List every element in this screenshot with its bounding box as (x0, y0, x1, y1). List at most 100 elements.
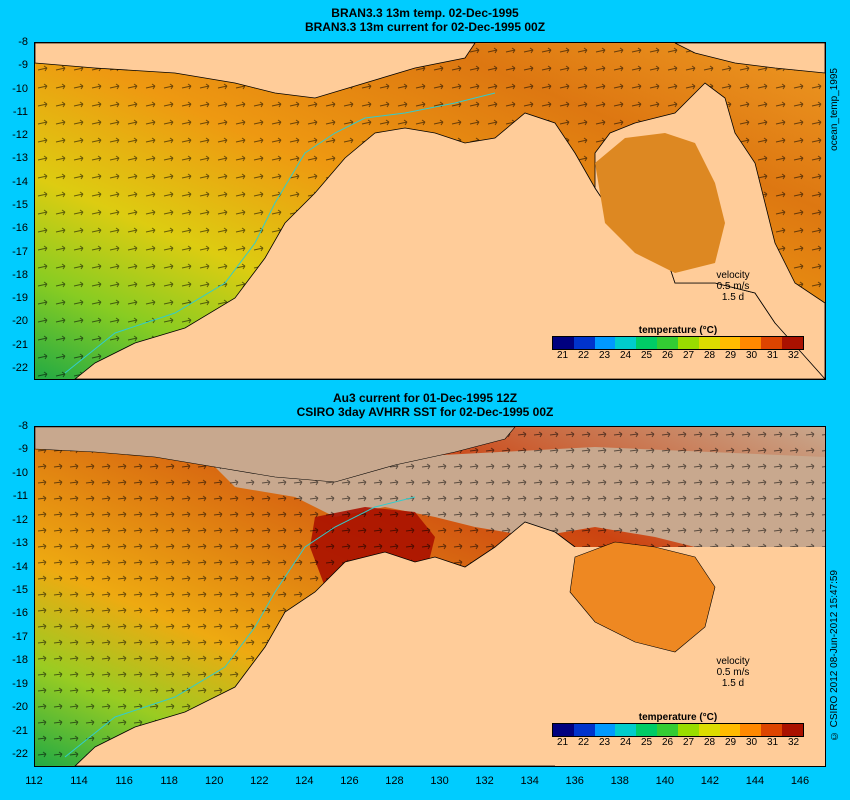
legend-tick-label: 30 (745, 350, 758, 361)
y-tick-label: -13 (12, 152, 28, 165)
legend-tick-label: 27 (682, 737, 695, 748)
x-tick-label: 144 (745, 775, 765, 787)
legend-tick-label: 22 (577, 737, 590, 748)
legend-tick-label: 21 (556, 737, 569, 748)
y-tick-label: -8 (18, 420, 28, 432)
legend-tick-label: 28 (703, 737, 716, 748)
y-tick-label: -20 (12, 701, 28, 714)
legend-swatch (657, 724, 678, 736)
x-tick-label: 120 (205, 775, 224, 787)
legend-swatch (573, 337, 595, 349)
x-tick-label: 118 (160, 775, 178, 787)
x-tick-label: 112 (25, 775, 43, 787)
bottom-temperature-legend: temperature (°C) 21 22 23 24 25 26 27 28 29 30 31 3… (552, 712, 804, 748)
y-tick-label: -22 (12, 748, 28, 760)
legend-tick-label: 23 (598, 350, 611, 361)
bottom-panel-title-2: CSIRO 3day AVHRR SST for 02-Dec-1995 00Z (296, 405, 554, 419)
bottom-panel-title-1: Au3 current for 01-Dec-1995 12Z (332, 391, 518, 405)
legend-swatch (698, 337, 720, 349)
y-tick-label: -21 (12, 724, 28, 737)
legend-tick-label: 22 (577, 350, 590, 361)
legend-swatch (782, 337, 803, 349)
indonesia-landmass (35, 43, 476, 99)
legend-swatch (740, 724, 762, 736)
y-tick-label: -19 (12, 292, 28, 305)
australia-landmass (74, 521, 576, 766)
legend-tick-label: 26 (661, 737, 674, 748)
y-tick-label: -14 (12, 175, 28, 188)
new-guinea-landmass (674, 43, 825, 74)
legend-title: temperature (°C) (638, 712, 718, 723)
legend-title: temperature (°C) (638, 325, 718, 336)
x-tick-label: 128 (385, 775, 404, 787)
legend-swatch (594, 724, 616, 736)
legend-tick-label: 31 (766, 350, 779, 361)
isobath-line (64, 496, 416, 758)
y-tick-label: -17 (12, 630, 28, 643)
gulf-of-carpentaria (595, 133, 725, 273)
y-tick-label: -15 (12, 199, 28, 211)
legend-swatch (698, 724, 720, 736)
velocity-period: 1.5 d (721, 678, 745, 689)
y-tick-label: -21 (12, 338, 28, 351)
legend-swatch (677, 337, 699, 349)
legend-ticks: 21 22 23 24 25 26 27 28 29 30 31 32 (552, 737, 804, 748)
y-tick-label: -12 (12, 513, 28, 526)
y-tick-label: -14 (12, 560, 28, 573)
bottom-map-graphic (35, 427, 825, 766)
x-tick-label: 122 (250, 775, 269, 787)
legend-tick-label: 32 (787, 737, 800, 748)
legend-colorbar (552, 336, 804, 350)
legend-swatch (636, 724, 658, 736)
top-panel-title-2: BRAN3.3 13m current for 02-Dec-1995 00Z (304, 20, 546, 34)
y-tick-label: -20 (12, 315, 28, 328)
x-tick-label: 124 (295, 775, 314, 787)
legend-tick-label: 25 (640, 350, 653, 361)
legend-tick-label: 31 (766, 737, 779, 748)
velocity-period: 1.5 d (721, 292, 745, 303)
legend-tick-label: 24 (619, 350, 632, 361)
y-tick-label: -10 (12, 466, 28, 479)
isobath-line (64, 92, 496, 374)
legend-swatch (761, 337, 783, 349)
top-map-graphic (35, 43, 825, 379)
legend-swatch (615, 337, 637, 349)
legend-swatch (677, 724, 699, 736)
x-tick-label: 132 (475, 775, 494, 787)
top-temperature-legend: temperature (°C) 21 22 23 24 25 26 27 28 29 30 31 3… (552, 325, 804, 361)
legend-tick-label: 21 (556, 350, 569, 361)
legend-tick-label: 25 (640, 737, 653, 748)
legend-ticks: 21 22 23 24 25 26 27 28 29 30 31 32 (552, 350, 804, 361)
x-tick-label: 138 (610, 775, 629, 787)
legend-swatch (594, 337, 616, 349)
legend-swatch (657, 337, 678, 349)
y-tick-label: -16 (12, 607, 28, 620)
velocity-speed: 0.5 m/s (716, 281, 750, 292)
legend-tick-label: 26 (661, 350, 674, 361)
side-label-bottom: © CSIRO 2012 08-Jun-2012 15:47:59 (829, 570, 840, 742)
legend-swatch (719, 337, 741, 349)
y-tick-label: -8 (18, 36, 28, 48)
legend-tick-label: 28 (703, 350, 716, 361)
velocity-speed: 0.5 m/s (716, 667, 750, 678)
legend-swatch (553, 724, 574, 736)
velocity-label: velocity (716, 270, 750, 281)
x-tick-label: 126 (340, 775, 359, 787)
legend-tick-label: 24 (619, 737, 632, 748)
x-tick-label: 140 (655, 775, 674, 787)
legend-tick-label: 27 (682, 350, 695, 361)
x-tick-label: 136 (565, 775, 584, 787)
legend-tick-label: 30 (745, 737, 758, 748)
legend-swatch (719, 724, 741, 736)
legend-swatch (782, 724, 803, 736)
y-tick-label: -12 (12, 129, 28, 142)
legend-colorbar (552, 723, 804, 737)
y-tick-label: -10 (12, 82, 28, 95)
legend-tick-label: 32 (787, 350, 800, 361)
top-panel-title-1: BRAN3.3 13m temp. 02-Dec-1995 (331, 6, 519, 20)
y-tick-label: -16 (12, 222, 28, 235)
gulf-of-carpentaria (569, 541, 716, 653)
legend-swatch (761, 724, 783, 736)
y-tick-label: -11 (12, 490, 28, 503)
legend-swatch (615, 724, 637, 736)
